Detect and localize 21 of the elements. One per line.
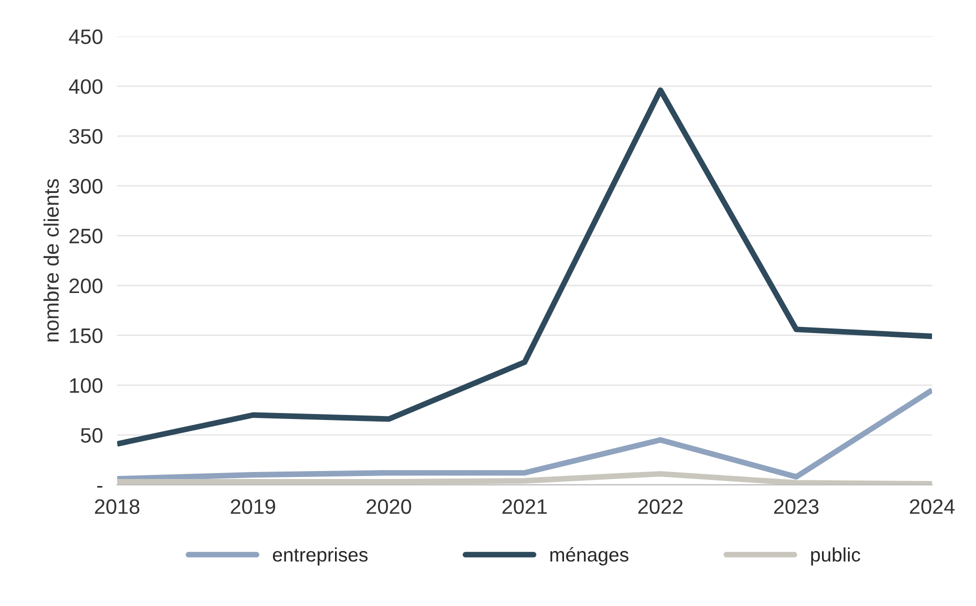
x-tick-label: 2023 (774, 499, 819, 514)
x-tick-label: 2024 (910, 499, 955, 514)
legend-label: public (811, 547, 860, 566)
y-tick-label: 150 (70, 328, 102, 344)
y-tick-label: 400 (68, 79, 102, 94)
y-tick-label: 250 (70, 228, 102, 244)
y-tick-label: - (97, 486, 102, 488)
x-tick-label: 2020 (366, 499, 412, 514)
x-tick-label: 2021 (502, 499, 547, 514)
x-tick-label: 2019 (230, 499, 276, 514)
y-tick-label: 50 (80, 428, 102, 443)
x-tick-label: 2018 (95, 499, 140, 514)
x-tick-label: 2022 (638, 499, 683, 514)
y-tick-label: 450 (68, 29, 102, 44)
y-tick-label: 100 (70, 378, 102, 393)
legend-label: ménages (550, 547, 628, 566)
legend-label: entreprises (272, 547, 368, 566)
y-axis-title: nombre de clients (44, 179, 59, 342)
y-tick-label: 350 (69, 129, 102, 144)
y-tick-label: 200 (70, 278, 102, 294)
y-tick-label: 300 (69, 178, 102, 194)
